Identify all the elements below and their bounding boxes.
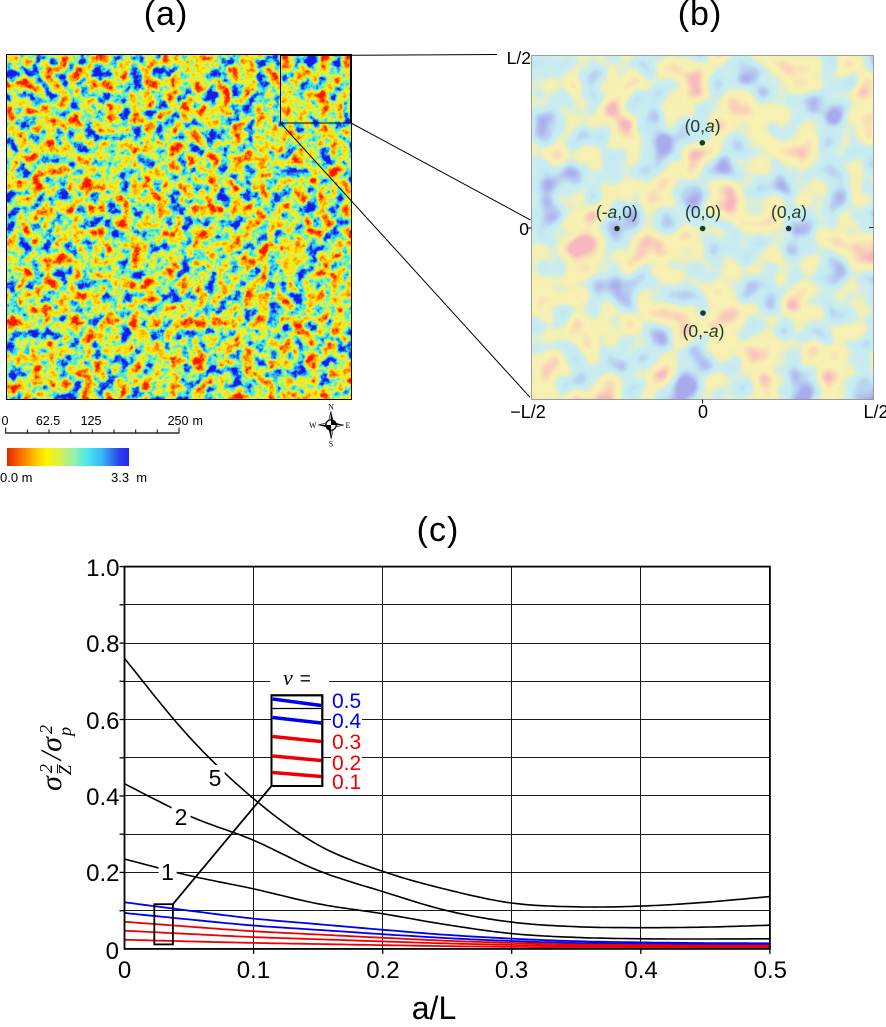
svg-text:N: N [328,403,334,412]
svg-text:S: S [328,440,332,449]
svg-text:σ2Z̅/σ2p: σ2Z̅/σ2p [35,725,75,791]
svg-text:W: W [308,421,316,430]
svg-text:E: E [345,421,350,430]
